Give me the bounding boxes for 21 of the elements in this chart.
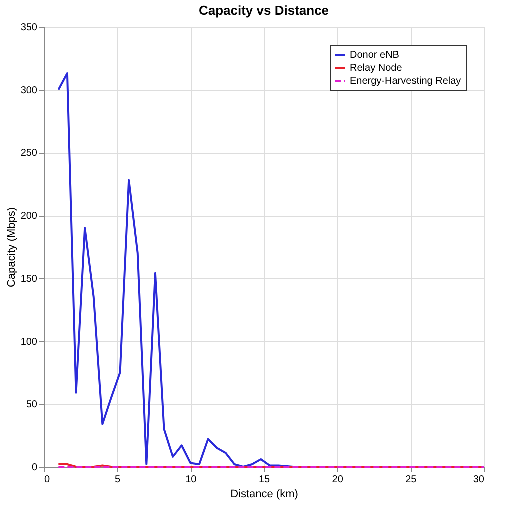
y-tick-label: 0: [32, 462, 38, 474]
x-axis-title: Distance (km): [230, 488, 298, 500]
chart-title: Capacity vs Distance: [198, 3, 330, 18]
x-tick-label: 15: [258, 474, 270, 486]
x-tick-label: 5: [115, 474, 122, 486]
legend-label: Donor eNB: [350, 50, 400, 61]
x-tick-label: 20: [332, 474, 344, 486]
y-tick-label: 200: [20, 211, 38, 222]
x-tick-label: 10: [186, 474, 198, 486]
x-tick-label: 25: [406, 474, 418, 486]
y-tick-label: 50: [26, 400, 38, 411]
y-tick-label: 150: [20, 274, 38, 285]
y-tick-label: 100: [20, 336, 38, 348]
y-tick-label: 300: [20, 85, 38, 96]
x-tick-label: 0: [44, 474, 50, 486]
x-tick-label: 30: [473, 474, 485, 486]
y-tick-label: 250: [20, 148, 38, 160]
legend-label: Relay Node: [350, 63, 403, 74]
legend-label: Energy-Harvesting Relay: [350, 76, 462, 87]
y-axis-title: Capacity (Mbps): [6, 207, 18, 288]
y-tick-label: 350: [20, 22, 38, 34]
